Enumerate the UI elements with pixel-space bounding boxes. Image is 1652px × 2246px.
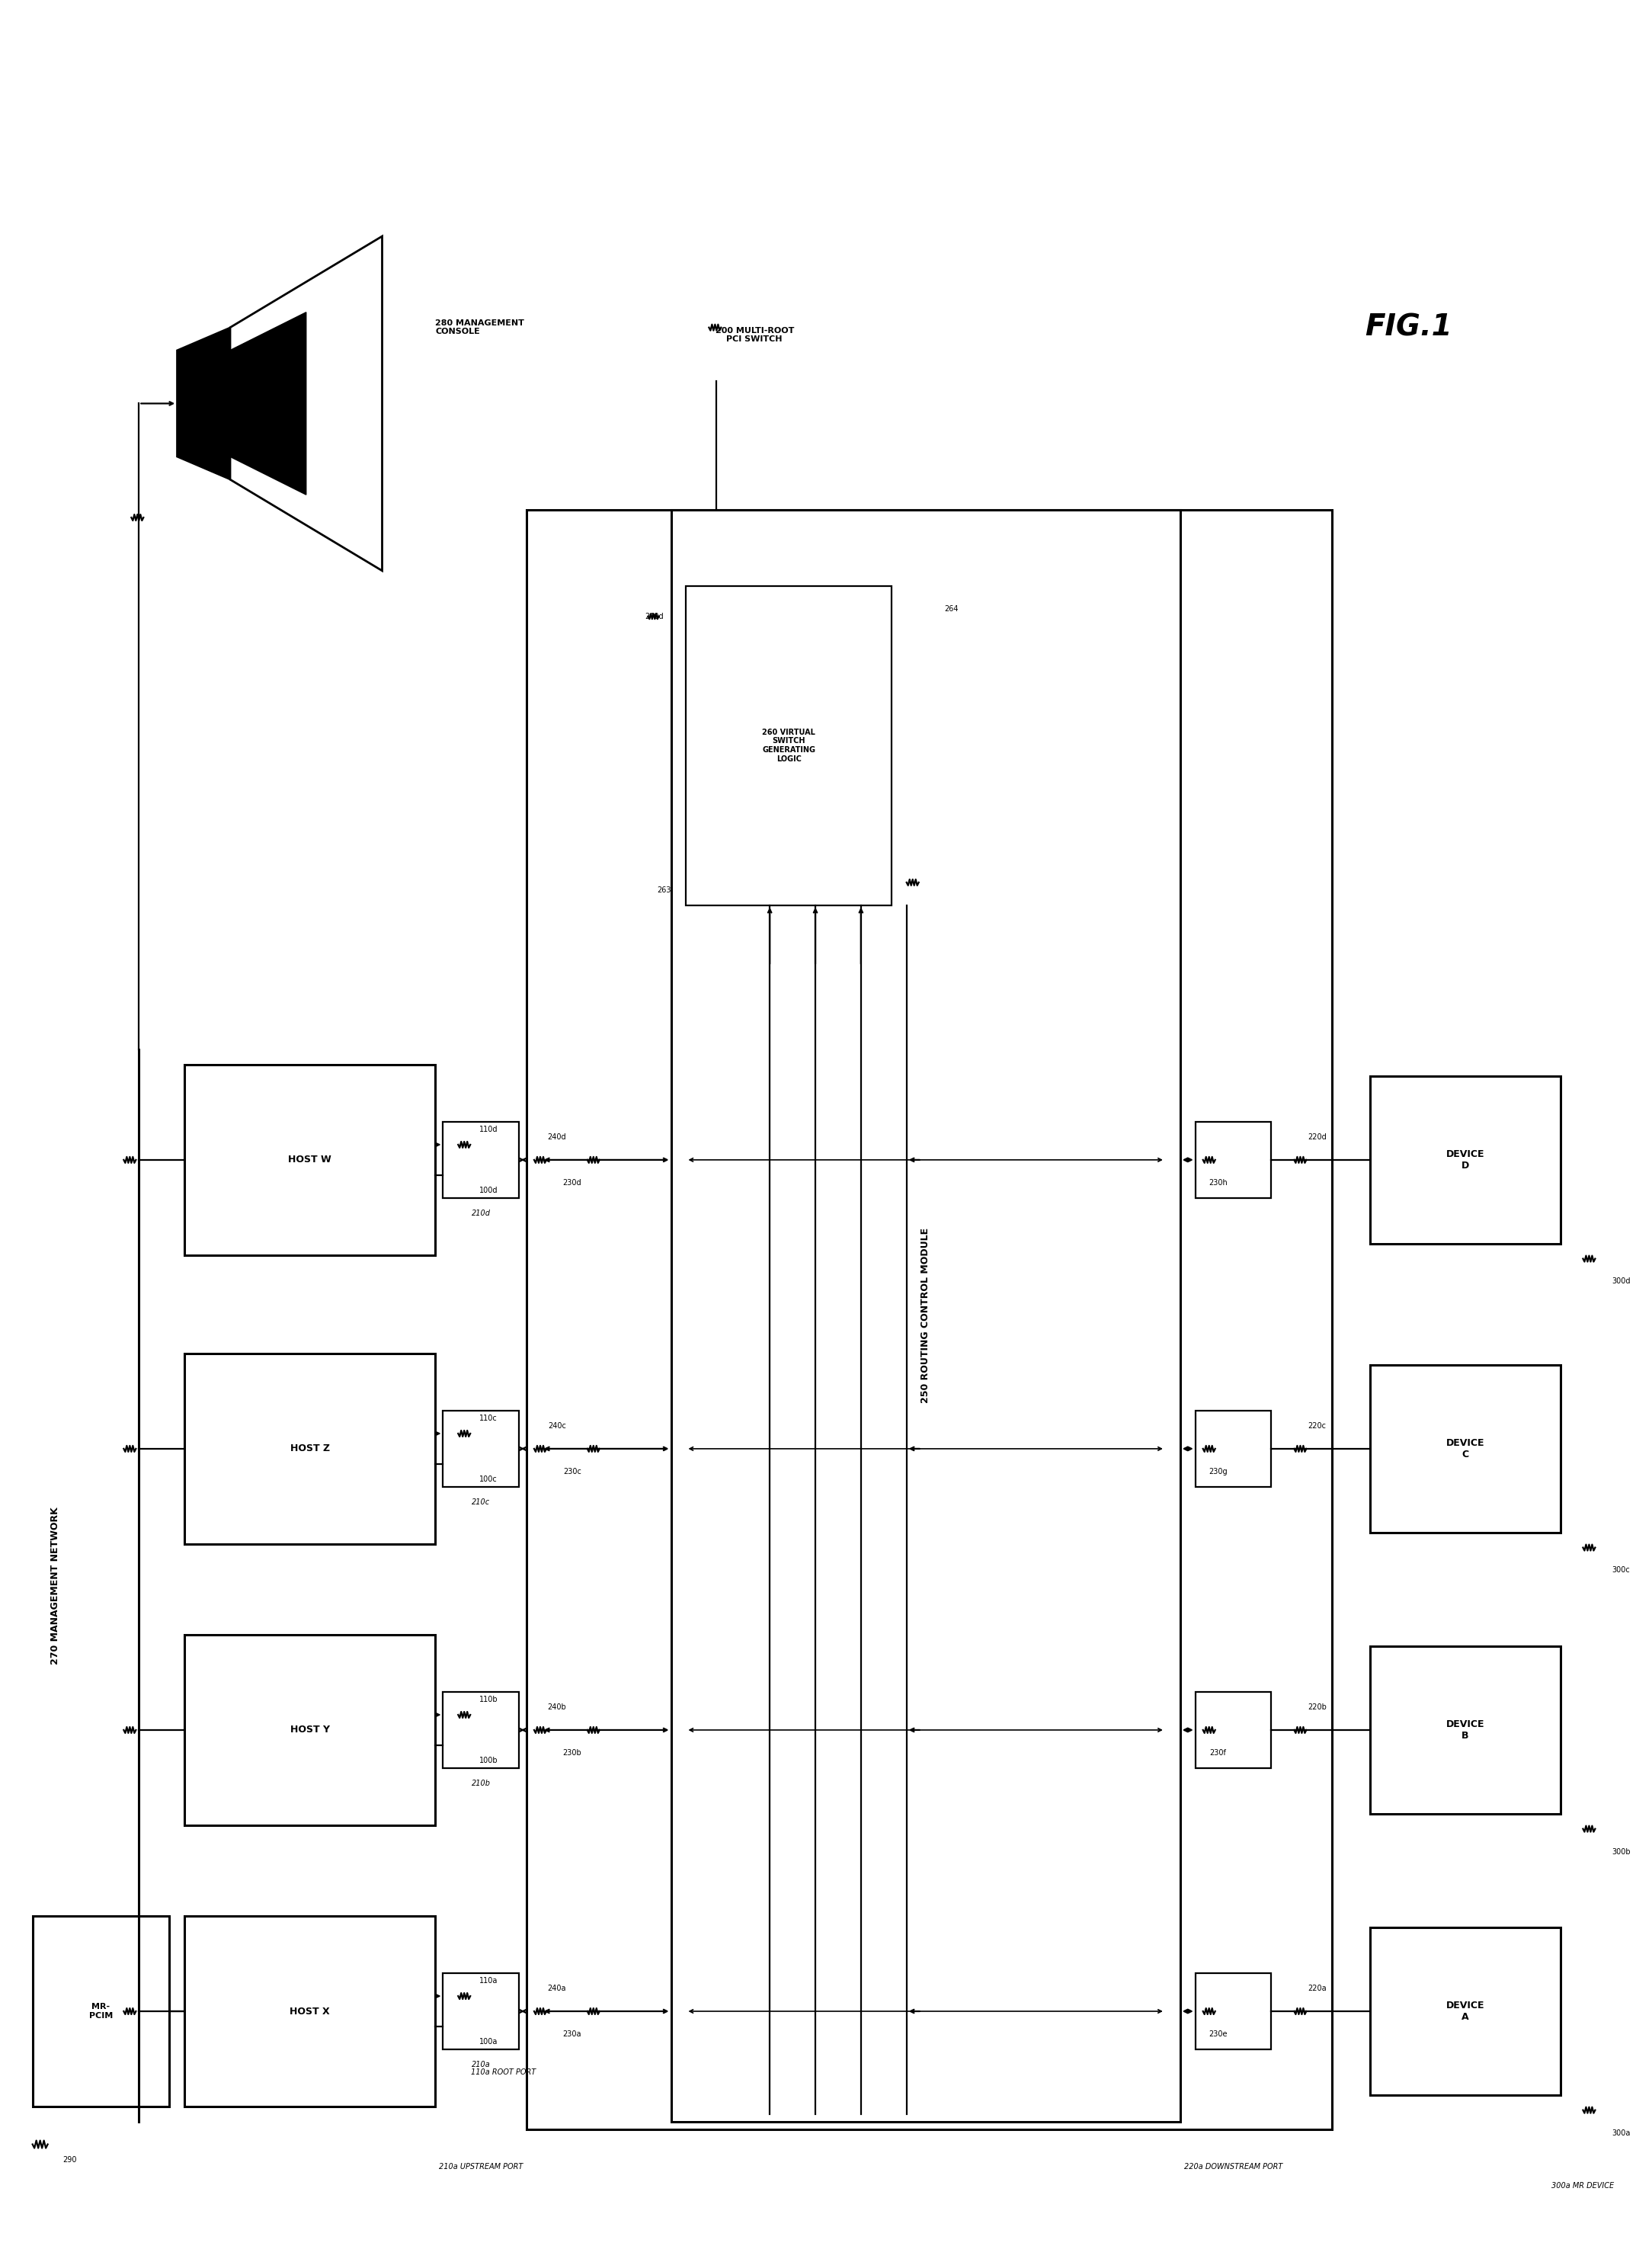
Text: 220a DOWNSTREAM PORT: 220a DOWNSTREAM PORT (1184, 2163, 1282, 2172)
Text: 260 VIRTUAL
SWITCH
GENERATING
LOGIC: 260 VIRTUAL SWITCH GENERATING LOGIC (762, 728, 816, 764)
Text: 100d: 100d (479, 1186, 497, 1195)
Text: DEVICE
A: DEVICE A (1446, 2001, 1485, 2021)
Bar (443, 1121, 519, 1197)
Text: 110b: 110b (479, 1696, 497, 1702)
Text: 250 ROUTING CONTROL MODULE: 250 ROUTING CONTROL MODULE (920, 1229, 930, 1404)
Bar (443, 1691, 519, 1768)
Text: 220a: 220a (1308, 1985, 1327, 1992)
Text: 200 MULTI-ROOT
PCI SWITCH: 200 MULTI-ROOT PCI SWITCH (715, 328, 795, 344)
Text: 240c: 240c (548, 1422, 567, 1431)
Bar (1196, 1121, 1272, 1197)
Text: 300a: 300a (1612, 2129, 1631, 2136)
Polygon shape (230, 236, 382, 570)
Text: DEVICE
B: DEVICE B (1446, 1720, 1485, 1741)
Text: 280: 280 (177, 362, 192, 368)
Bar (527, 510, 1332, 2129)
Text: 263: 263 (657, 887, 671, 894)
Bar (443, 1974, 519, 2048)
Bar (33, 1916, 169, 2107)
Text: 240a: 240a (547, 1985, 567, 1992)
Text: 270 MANAGEMENT NETWORK: 270 MANAGEMENT NETWORK (50, 1507, 59, 1664)
Text: 210a: 210a (471, 2060, 491, 2069)
Text: 300b: 300b (1612, 1848, 1631, 1855)
Text: 290: 290 (63, 2156, 78, 2163)
Bar (1196, 1974, 1272, 2048)
Bar (1196, 1691, 1272, 1768)
Text: 110d: 110d (479, 1125, 497, 1134)
Text: 230b: 230b (563, 1750, 582, 1756)
Bar (185, 1635, 436, 1826)
Text: HOST X: HOST X (289, 2006, 330, 2017)
Polygon shape (230, 312, 306, 494)
Text: 300d: 300d (1612, 1278, 1631, 1285)
Bar (1370, 1646, 1559, 1813)
Bar (1370, 1076, 1559, 1244)
Text: 110a ROOT PORT: 110a ROOT PORT (471, 2069, 537, 2075)
Text: DEVICE
D: DEVICE D (1446, 1150, 1485, 1170)
Bar (686, 586, 892, 905)
Text: 280 MANAGEMENT
CONSOLE: 280 MANAGEMENT CONSOLE (436, 319, 524, 335)
Text: 300a MR DEVICE: 300a MR DEVICE (1551, 2183, 1614, 2190)
Text: 230d: 230d (563, 1179, 582, 1186)
Bar (1196, 1410, 1272, 1487)
Bar (185, 1916, 436, 2107)
Bar (185, 1065, 436, 1256)
Text: HOST W: HOST W (289, 1154, 332, 1166)
Bar (185, 1354, 436, 1543)
Text: FIG.1: FIG.1 (1365, 312, 1452, 341)
Bar (443, 1410, 519, 1487)
Bar (671, 510, 1180, 2122)
Text: 230h: 230h (1209, 1179, 1227, 1186)
Text: 100a: 100a (479, 2037, 497, 2046)
Text: 110c: 110c (479, 1415, 497, 1422)
Text: HOST Y: HOST Y (291, 1725, 330, 1734)
Text: DEVICE
C: DEVICE C (1446, 1437, 1485, 1460)
Text: 210c: 210c (472, 1498, 491, 1505)
Polygon shape (177, 328, 230, 478)
Text: 240d: 240d (644, 613, 664, 620)
Text: 230f: 230f (1209, 1750, 1226, 1756)
Text: 230c: 230c (563, 1467, 582, 1476)
Text: 300c: 300c (1612, 1565, 1631, 1574)
Text: 220c: 220c (1308, 1422, 1327, 1431)
Text: 210a UPSTREAM PORT: 210a UPSTREAM PORT (439, 2163, 524, 2172)
Text: 230e: 230e (1209, 2030, 1227, 2037)
Text: 210d: 210d (471, 1208, 491, 1217)
Bar (1370, 1927, 1559, 2096)
Text: 220b: 220b (1307, 1702, 1327, 1711)
Text: 100b: 100b (479, 1756, 497, 1763)
Text: 100c: 100c (479, 1476, 497, 1482)
Text: 220d: 220d (1307, 1134, 1327, 1141)
Text: 230a: 230a (563, 2030, 582, 2037)
Text: 240b: 240b (547, 1702, 567, 1711)
Bar (1370, 1366, 1559, 1532)
Text: 264: 264 (945, 604, 958, 613)
Text: MR-
PCIM: MR- PCIM (89, 2003, 112, 2019)
Text: 240d: 240d (547, 1134, 567, 1141)
Text: 210b: 210b (471, 1779, 491, 1788)
Text: 230g: 230g (1209, 1467, 1227, 1476)
Text: HOST Z: HOST Z (291, 1444, 330, 1453)
Text: 110a: 110a (479, 1976, 497, 1985)
